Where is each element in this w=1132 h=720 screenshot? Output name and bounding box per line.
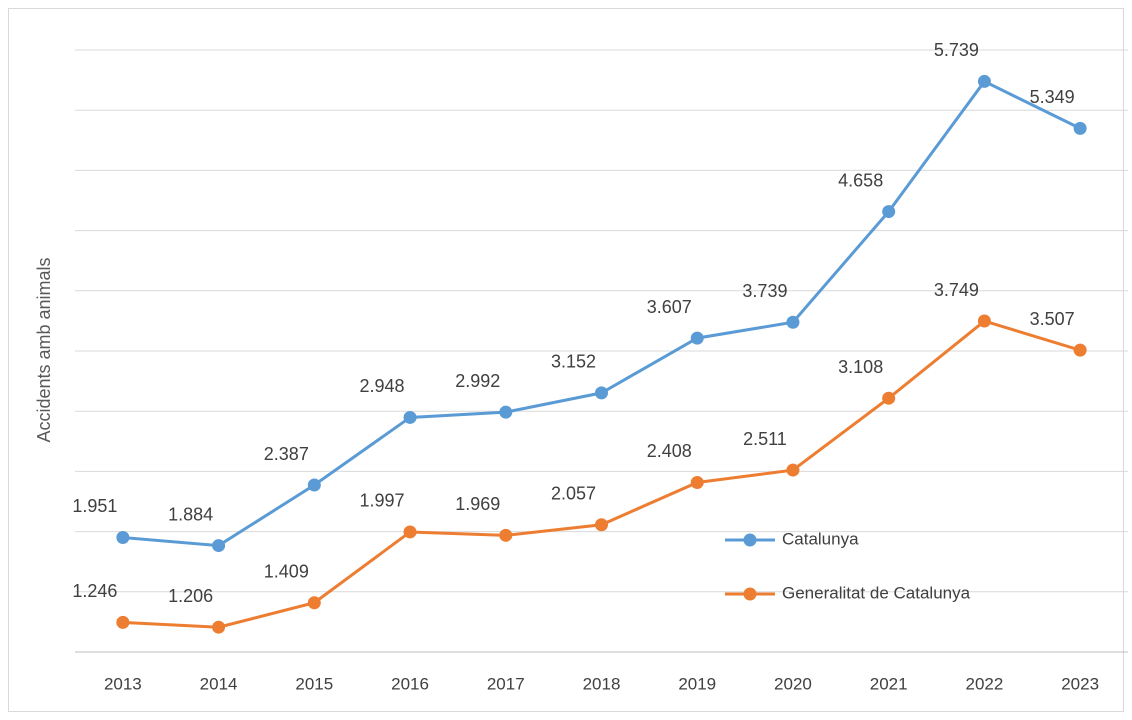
data-label: 3.507 <box>1030 309 1075 329</box>
data-point <box>212 620 226 634</box>
data-label: 3.739 <box>742 281 787 301</box>
data-label: 1.409 <box>264 562 309 582</box>
data-point <box>212 539 226 553</box>
data-label: 5.739 <box>934 40 979 60</box>
data-label: 3.108 <box>838 357 883 377</box>
data-label: 1.246 <box>72 581 117 601</box>
x-tick-label: 2017 <box>487 674 525 693</box>
data-label: 2.511 <box>743 429 787 449</box>
x-tick-label: 2014 <box>200 674 238 693</box>
legend-label: Catalunya <box>782 529 859 548</box>
x-tick-label: 2016 <box>391 674 429 693</box>
data-label: 3.607 <box>647 297 692 317</box>
data-label: 2.387 <box>264 444 309 464</box>
data-point <box>786 463 800 477</box>
data-point <box>307 596 321 610</box>
x-tick-label: 2018 <box>583 674 621 693</box>
legend-marker <box>743 587 757 601</box>
data-point <box>307 478 321 492</box>
data-point <box>1073 121 1087 135</box>
data-point <box>116 530 130 544</box>
x-tick-label: 2013 <box>104 674 142 693</box>
x-tick-label: 2022 <box>965 674 1003 693</box>
data-point <box>690 331 704 345</box>
data-label: 2.992 <box>455 371 500 391</box>
data-label: 3.749 <box>934 280 979 300</box>
data-point <box>499 405 513 419</box>
data-label: 3.152 <box>551 352 596 372</box>
legend-marker <box>743 533 757 547</box>
x-tick-label: 2023 <box>1061 674 1099 693</box>
data-point <box>403 410 417 424</box>
data-point <box>595 518 608 532</box>
data-point <box>977 314 991 328</box>
x-tick-label: 2015 <box>295 674 333 693</box>
data-point <box>403 525 417 539</box>
data-label: 2.948 <box>360 376 405 396</box>
x-tick-label: 2019 <box>678 674 716 693</box>
data-point <box>499 528 513 542</box>
data-point <box>1073 343 1087 357</box>
data-label: 4.658 <box>838 170 883 190</box>
data-point <box>690 475 704 489</box>
data-point <box>116 615 130 629</box>
data-label: 1.206 <box>168 586 213 606</box>
data-label: 2.057 <box>551 483 596 503</box>
data-point <box>882 391 896 405</box>
data-point <box>882 205 896 219</box>
data-point <box>595 386 608 400</box>
data-label: 1.884 <box>168 504 213 524</box>
y-axis-label: Accidents amb animals <box>34 257 54 442</box>
data-label: 5.349 <box>1030 87 1075 107</box>
data-label: 1.997 <box>360 491 405 511</box>
data-point <box>786 315 800 329</box>
data-point <box>977 74 991 88</box>
x-tick-label: 2020 <box>774 674 812 693</box>
data-label: 2.408 <box>647 441 692 461</box>
data-label: 1.969 <box>455 494 500 514</box>
data-label: 1.951 <box>72 496 117 516</box>
legend-label: Generalitat de Catalunya <box>782 583 971 602</box>
x-tick-label: 2021 <box>870 674 908 693</box>
